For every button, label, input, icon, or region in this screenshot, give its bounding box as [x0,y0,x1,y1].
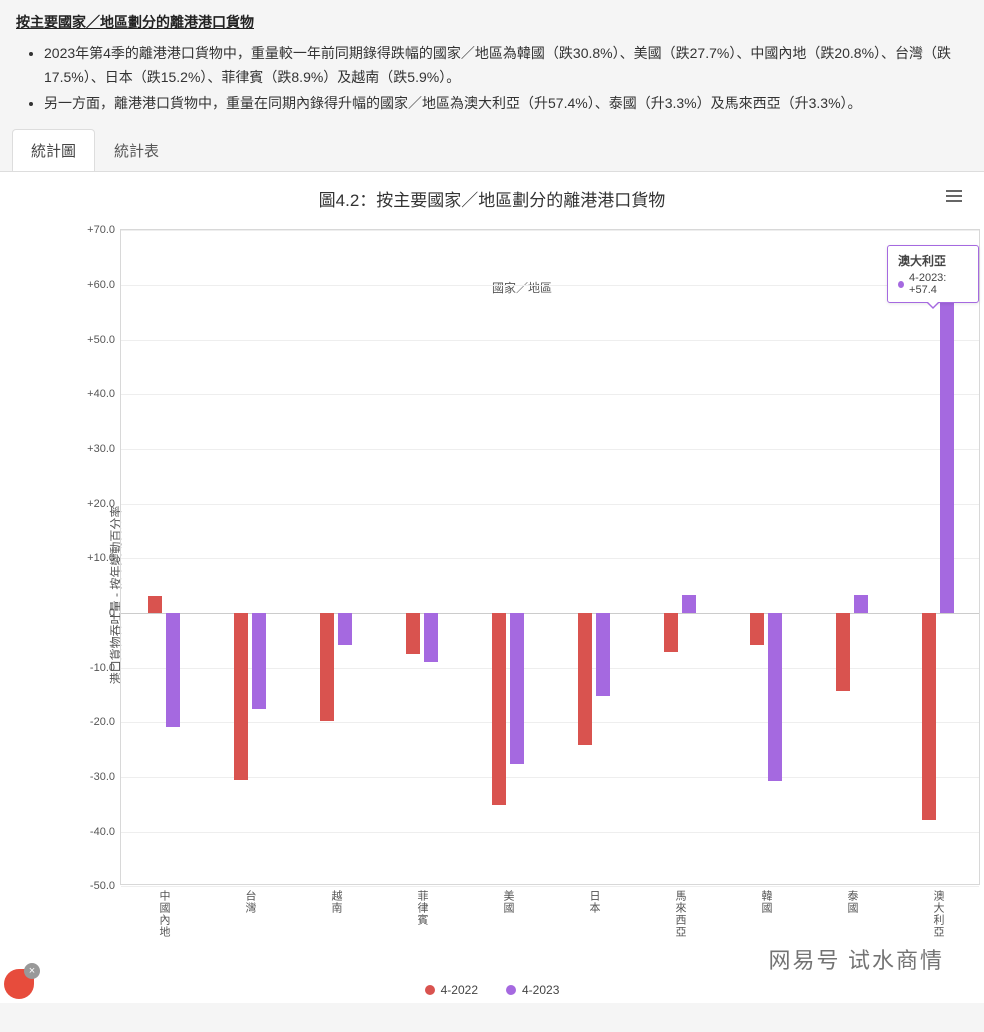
y-tick-label: +10.0 [87,552,115,564]
bar-4-2022-馬來西亞[interactable] [664,613,678,652]
y-tick-label: -50.0 [90,880,115,892]
bar-4-2022-美國[interactable] [492,613,506,805]
legend-item-2023[interactable]: 4-2023 [506,983,559,997]
gridline [121,668,979,669]
chart-tooltip: 澳大利亞 4-2023: +57.4 [887,245,979,303]
bar-4-2023-台灣[interactable] [252,613,266,709]
bar-4-2022-中國內地[interactable] [148,596,162,613]
legend-dot-icon [506,985,516,995]
bullet-item: 另一方面，離港港口貨物中，重量在同期內錄得升幅的國家／地區為澳大利亞（升57.4… [44,92,968,116]
bar-4-2022-日本[interactable] [578,613,592,745]
tooltip-color-dot [898,281,904,288]
gridline [121,504,979,505]
legend-item-2022[interactable]: 4-2022 [425,983,478,997]
bar-4-2023-美國[interactable] [510,613,524,764]
gridline [121,613,979,614]
tab-row: 統計圖 統計表 [0,129,984,172]
y-tick-label: -30.0 [90,771,115,783]
x-tick-label: 澳大利亞 [930,890,946,938]
chart-legend: 4-2022 4-2023 [8,975,976,999]
tooltip-series: 4-2023: +57.4 [909,272,968,296]
bar-4-2023-馬來西亞[interactable] [682,595,696,613]
bar-4-2023-越南[interactable] [338,613,352,645]
bar-4-2022-台灣[interactable] [234,613,248,780]
bullet-list: 2023年第4季的離港港口貨物中，重量較一年前同期錄得跌幅的國家／地區為韓國（跌… [16,42,968,115]
gridline [121,832,979,833]
gridline [121,558,979,559]
y-tick-label: -20.0 [90,716,115,728]
section-title: 按主要國家／地區劃分的離港港口貨物 [16,12,968,32]
chart-panel: 圖4.2：按主要國家／地區劃分的離港港口貨物 港口貨物吞吐量 - 按年變動百分率… [0,172,984,1003]
gridline [121,886,979,887]
x-tick-label: 美國 [500,890,516,914]
bar-4-2022-菲律賓[interactable] [406,613,420,653]
y-tick-label: +50.0 [87,334,115,346]
bar-4-2023-菲律賓[interactable] [424,613,438,662]
gridline [121,449,979,450]
x-tick-label: 菲律賓 [414,890,430,926]
x-tick-label: 中國內地 [156,890,172,938]
chart-menu-icon[interactable] [942,184,966,208]
x-tick-label: 日本 [586,890,602,914]
y-tick-label: +60.0 [87,279,115,291]
y-tick-label: +20.0 [87,498,115,510]
bar-4-2023-泰國[interactable] [854,595,868,613]
bar-4-2023-日本[interactable] [596,613,610,696]
gridline [121,285,979,286]
gridline [121,230,979,231]
x-tick-label: 泰國 [844,890,860,914]
y-tick-label: +30.0 [87,443,115,455]
gridline [121,394,979,395]
y-tick-label: 0 [109,607,115,619]
bar-4-2023-中國內地[interactable] [166,613,180,727]
corner-badge[interactable]: × [4,969,34,999]
y-tick-label: +70.0 [87,224,115,236]
tooltip-category: 澳大利亞 [898,252,968,269]
y-tick-label: +40.0 [87,388,115,400]
x-tick-label: 馬來西亞 [672,890,688,938]
gridline [121,340,979,341]
chart-title: 圖4.2：按主要國家／地區劃分的離港港口貨物 [8,180,976,215]
bar-4-2022-越南[interactable] [320,613,334,721]
y-tick-label: -10.0 [90,662,115,674]
gridline [121,722,979,723]
tab-chart[interactable]: 統計圖 [12,129,95,171]
legend-label: 4-2022 [441,983,478,997]
bar-4-2022-澳大利亞[interactable] [922,613,936,820]
legend-label: 4-2023 [522,983,559,997]
tab-table[interactable]: 統計表 [95,129,178,171]
gridline [121,777,979,778]
bar-4-2022-韓國[interactable] [750,613,764,645]
legend-dot-icon [425,985,435,995]
bar-4-2023-韓國[interactable] [768,613,782,781]
bar-4-2022-泰國[interactable] [836,613,850,691]
chart-area: 港口貨物吞吐量 - 按年變動百分率 澳大利亞 4-2023: +57.4 +70… [80,215,964,975]
y-tick-label: -40.0 [90,826,115,838]
x-tick-label: 越南 [328,890,344,914]
x-tick-label: 韓國 [758,890,774,914]
x-tick-label: 台灣 [242,890,258,914]
plot-region: 澳大利亞 4-2023: +57.4 +70.0+60.0+50.0+40.0+… [120,229,980,885]
bar-4-2023-澳大利亞[interactable] [940,299,954,613]
bullet-item: 2023年第4季的離港港口貨物中，重量較一年前同期錄得跌幅的國家／地區為韓國（跌… [44,42,968,90]
